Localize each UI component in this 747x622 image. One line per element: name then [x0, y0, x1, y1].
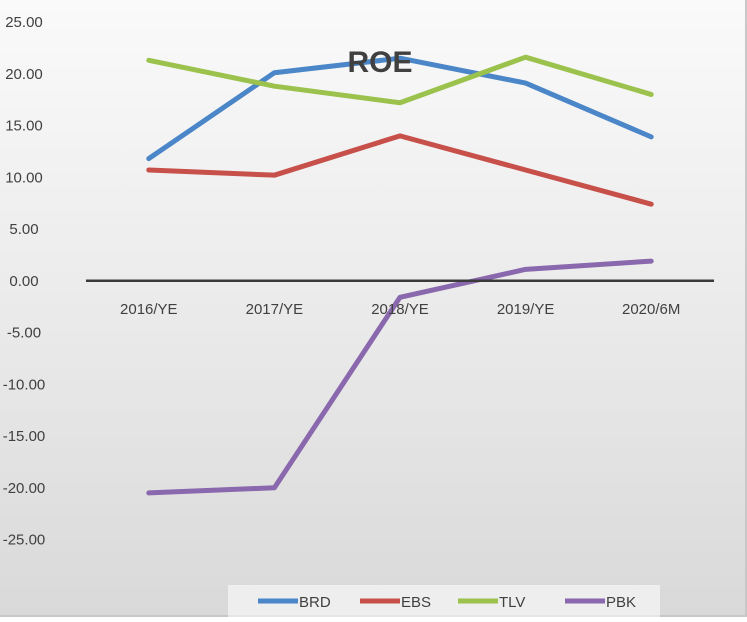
series-line-ebs [149, 136, 651, 204]
x-category-label: 2020/6M [622, 301, 680, 318]
data-point-ebs [651, 204, 652, 205]
legend-label-pbk: PBK [606, 594, 636, 611]
y-tick-label: 10.00 [5, 169, 43, 186]
y-tick-label: 20.00 [5, 66, 43, 83]
x-category-label: 2016/YE [120, 301, 178, 318]
y-tick-label: 0.00 [9, 273, 38, 290]
data-point-pbk [148, 492, 149, 493]
data-point-brd [274, 72, 275, 73]
y-tick-label: -5.00 [7, 325, 41, 342]
data-point-ebs [148, 170, 149, 171]
y-tick-label: -25.00 [3, 532, 46, 549]
data-point-brd [651, 136, 652, 137]
x-axis-category-labels: 2016/YE 2017/YE 2018/YE 2019/YE 2020/6M [120, 301, 680, 318]
data-point-brd [525, 83, 526, 84]
data-point-pbk [525, 269, 526, 270]
data-point-ebs [525, 170, 526, 171]
data-point-pbk [400, 297, 401, 298]
y-tick-label: 15.00 [5, 118, 43, 135]
data-point-tlv [525, 57, 526, 58]
data-point-brd [148, 158, 149, 159]
y-tick-label: 5.00 [9, 221, 38, 238]
y-tick-label: -15.00 [3, 428, 46, 445]
data-point-pbk [274, 487, 275, 488]
y-axis-tick-labels: 25.00 20.00 15.00 10.00 5.00 0.00 -5.00 -10.00 -… [3, 14, 46, 549]
legend: BRD EBS TLV PBK [228, 585, 660, 617]
data-point-tlv [148, 60, 149, 61]
y-tick-label: -10.00 [3, 376, 46, 393]
series-lines [148, 57, 651, 494]
x-category-label: 2018/YE [371, 301, 429, 318]
y-tick-label: -20.00 [3, 480, 46, 497]
legend-label-tlv: TLV [499, 594, 525, 611]
data-point-tlv [400, 102, 401, 103]
legend-label-brd: BRD [299, 594, 331, 611]
y-tick-label: 25.00 [5, 14, 43, 31]
x-category-label: 2019/YE [497, 301, 555, 318]
data-point-ebs [400, 135, 401, 136]
x-category-label: 2017/YE [246, 301, 304, 318]
data-point-pbk [651, 261, 652, 262]
data-point-tlv [274, 86, 275, 87]
series-line-pbk [149, 261, 651, 493]
data-point-tlv [651, 94, 652, 95]
chart-title: ROE [347, 46, 412, 79]
data-point-ebs [274, 175, 275, 176]
legend-label-ebs: EBS [401, 594, 431, 611]
